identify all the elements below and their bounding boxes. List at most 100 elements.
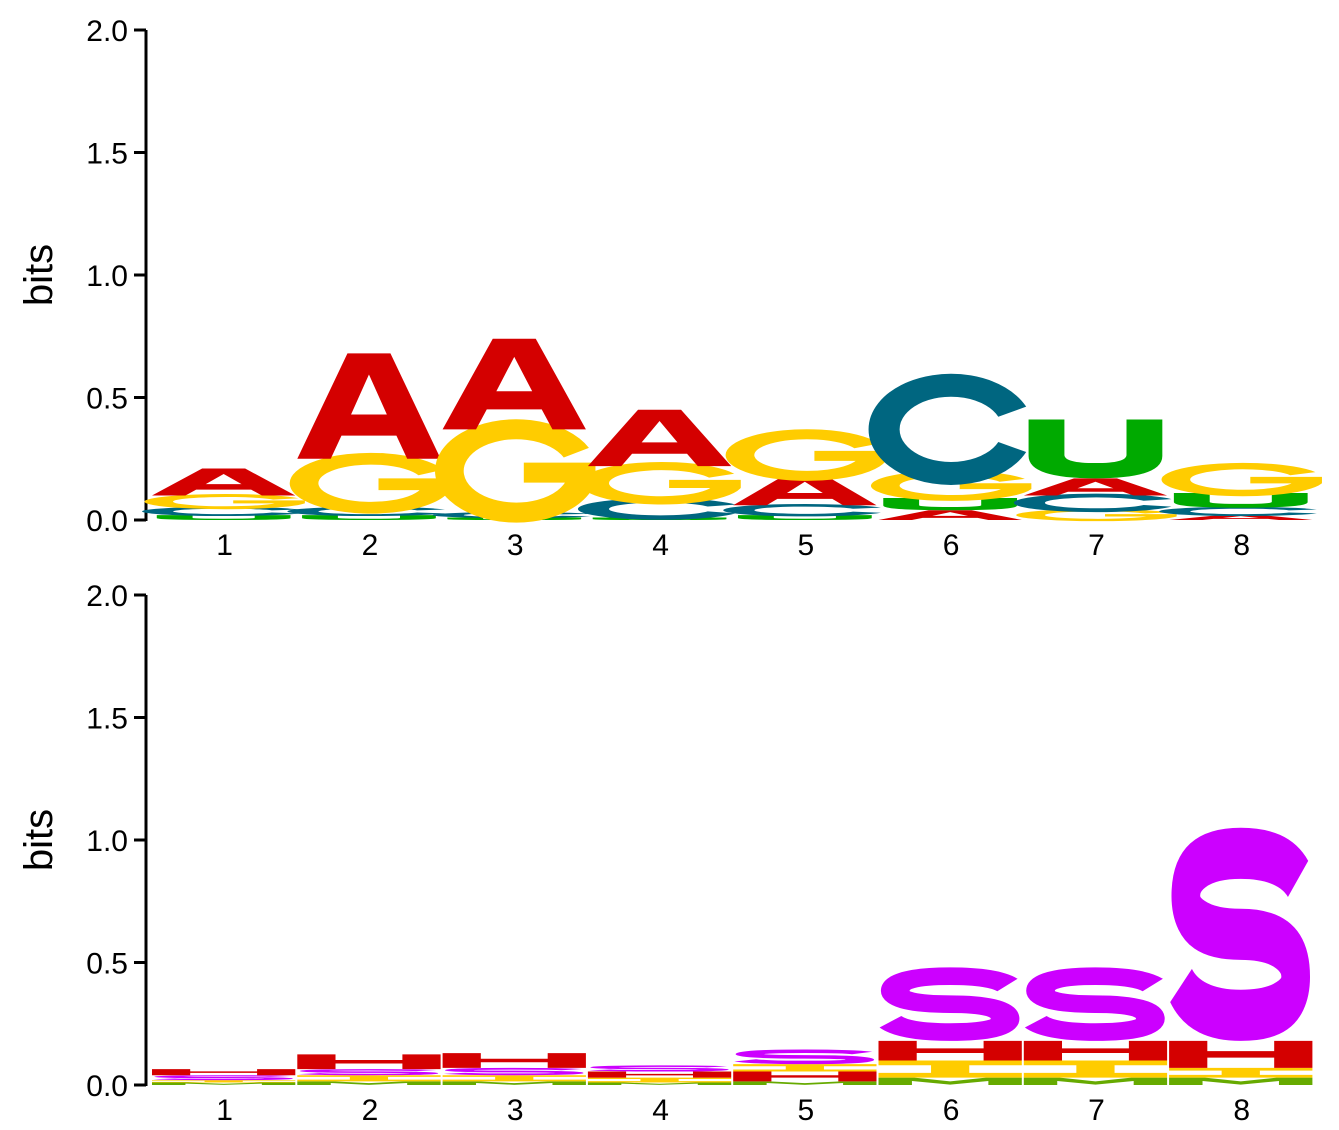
letter-h bbox=[152, 1069, 296, 1076]
letter-a bbox=[152, 468, 296, 496]
letter-u bbox=[302, 515, 436, 520]
x-tick-label: 2 bbox=[362, 529, 379, 562]
letter-u bbox=[1028, 419, 1163, 479]
letter-c bbox=[1159, 506, 1317, 517]
y-tick-label: 1.5 bbox=[86, 138, 128, 171]
letter-m bbox=[1169, 1077, 1313, 1085]
y-tick-label: 1.0 bbox=[86, 260, 128, 293]
y-axis-label: bits bbox=[17, 244, 61, 306]
x-axis-ticks: 1 2 3 4 5 6 7 8 bbox=[216, 529, 1250, 562]
letter-u bbox=[1173, 493, 1308, 508]
stack-position-3 bbox=[433, 338, 596, 523]
letter-m bbox=[587, 1082, 732, 1085]
stack-position-1 bbox=[152, 1069, 296, 1085]
stack-position-5 bbox=[723, 429, 887, 520]
letter-s bbox=[1170, 827, 1311, 1041]
stack-position-1 bbox=[142, 468, 305, 520]
letter-c bbox=[723, 504, 881, 517]
y-axis-ticks: 0.0 0.5 1.0 1.5 2.0 bbox=[86, 580, 146, 1103]
y-axis-ticks: 0.0 0.5 1.0 1.5 2.0 bbox=[86, 15, 146, 538]
y-tick-label: 0.5 bbox=[86, 948, 128, 981]
stack-position-3 bbox=[442, 1053, 586, 1085]
x-tick-label: 7 bbox=[1088, 529, 1105, 562]
stack-position-5 bbox=[733, 1049, 877, 1085]
letter-i bbox=[152, 1080, 296, 1083]
letter-g bbox=[289, 452, 451, 514]
letter-s bbox=[1024, 967, 1165, 1041]
letter-a bbox=[1023, 478, 1168, 496]
x-tick-label: 5 bbox=[798, 1094, 815, 1127]
letter-i bbox=[297, 1075, 441, 1082]
letter-s bbox=[879, 967, 1020, 1041]
letter-h bbox=[297, 1054, 441, 1070]
letter-m bbox=[733, 1081, 877, 1085]
letter-a bbox=[442, 338, 586, 430]
letter-c bbox=[868, 373, 1027, 485]
x-tick-label: 1 bbox=[216, 1094, 233, 1127]
letter-h bbox=[733, 1071, 877, 1082]
stack-position-2 bbox=[297, 1054, 441, 1085]
letter-m bbox=[1023, 1077, 1168, 1085]
stack-position-7 bbox=[1013, 419, 1177, 522]
x-tick-label: 6 bbox=[943, 1094, 960, 1127]
y-tick-label: 1.0 bbox=[86, 825, 128, 858]
letter-g bbox=[144, 494, 305, 510]
x-tick-label: 2 bbox=[362, 1094, 379, 1127]
letter-i bbox=[587, 1077, 732, 1083]
letter-stacks bbox=[142, 338, 1322, 523]
letter-g bbox=[725, 429, 887, 481]
letter-m bbox=[878, 1077, 1022, 1085]
letter-i bbox=[442, 1075, 586, 1082]
x-tick-label: 8 bbox=[1233, 529, 1250, 562]
letter-s bbox=[153, 1075, 293, 1081]
x-tick-label: 3 bbox=[507, 1094, 524, 1127]
letter-h bbox=[587, 1071, 732, 1078]
letter-i bbox=[1023, 1060, 1168, 1078]
y-axis-label: bits bbox=[17, 809, 61, 871]
stack-position-8 bbox=[1159, 462, 1322, 520]
letter-h bbox=[442, 1053, 586, 1068]
letter-u bbox=[156, 515, 291, 520]
letter-i bbox=[878, 1060, 1022, 1078]
y-tick-label: 1.5 bbox=[86, 703, 128, 736]
y-tick-label: 2.0 bbox=[86, 580, 128, 613]
letter-stacks bbox=[152, 827, 1313, 1085]
y-tick-label: 2.0 bbox=[86, 15, 128, 48]
stack-position-7 bbox=[1023, 967, 1168, 1085]
letter-a bbox=[1169, 515, 1313, 520]
letter-s bbox=[298, 1069, 439, 1076]
stack-position-6 bbox=[868, 373, 1032, 520]
x-axis-ticks: 1 2 3 4 5 6 7 8 bbox=[216, 1094, 1250, 1127]
logo-panel-bottom: bits 0.0 0.5 1.0 1.5 2.0 1 2 3 4 5 6 7 8 bbox=[17, 580, 1313, 1127]
stack-position-4 bbox=[578, 409, 741, 520]
letter-i bbox=[1169, 1067, 1313, 1078]
letter-h bbox=[878, 1040, 1022, 1061]
letter-m bbox=[442, 1081, 586, 1085]
x-tick-label: 8 bbox=[1233, 1094, 1250, 1127]
x-tick-label: 1 bbox=[216, 529, 233, 562]
letter-u bbox=[883, 497, 1018, 511]
stack-position-6 bbox=[878, 967, 1022, 1085]
letter-s bbox=[443, 1067, 584, 1076]
letter-a bbox=[733, 475, 877, 506]
letter-u bbox=[737, 515, 872, 520]
letter-h bbox=[1169, 1040, 1313, 1068]
x-tick-label: 4 bbox=[652, 1094, 669, 1127]
stack-position-2 bbox=[287, 353, 451, 520]
letter-h bbox=[1023, 1040, 1168, 1061]
letter-a bbox=[297, 353, 441, 459]
x-tick-label: 7 bbox=[1088, 1094, 1105, 1127]
logo-panel-top: bits 0.0 0.5 1.0 1.5 2.0 1 2 3 4 5 6 7 8 bbox=[17, 15, 1322, 562]
letter-m bbox=[152, 1082, 296, 1085]
letter-g bbox=[580, 461, 741, 505]
x-tick-label: 4 bbox=[652, 529, 669, 562]
stack-position-8 bbox=[1169, 827, 1313, 1085]
letter-c bbox=[1013, 493, 1172, 513]
x-tick-label: 5 bbox=[798, 529, 815, 562]
letter-g bbox=[435, 419, 596, 523]
letter-a bbox=[587, 409, 732, 467]
y-tick-label: 0.0 bbox=[86, 505, 128, 538]
x-tick-label: 3 bbox=[507, 529, 524, 562]
letter-s bbox=[734, 1049, 875, 1065]
